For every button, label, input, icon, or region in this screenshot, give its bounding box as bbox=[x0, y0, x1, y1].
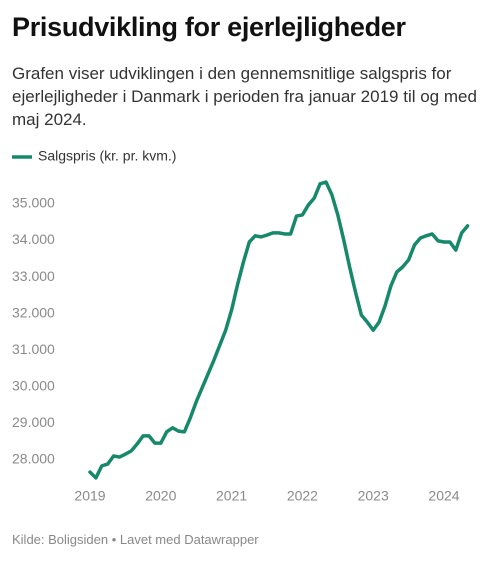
x-tick-label: 2020 bbox=[145, 488, 176, 504]
y-tick-label: 31.000 bbox=[12, 341, 55, 357]
y-tick-label: 34.000 bbox=[12, 231, 55, 247]
y-tick-label: 29.000 bbox=[12, 414, 55, 430]
y-tick-label: 28.000 bbox=[12, 451, 55, 467]
x-tick-label: 2019 bbox=[74, 488, 105, 504]
x-tick-label: 2023 bbox=[358, 488, 389, 504]
x-tick-label: 2021 bbox=[216, 488, 247, 504]
chart-subtitle: Grafen viser udviklingen i den gennemsni… bbox=[12, 64, 477, 129]
y-tick-label: 32.000 bbox=[12, 304, 55, 320]
chart-title: Prisudvikling for ejerlejligheder bbox=[12, 12, 406, 42]
y-tick-label: 33.000 bbox=[12, 268, 55, 284]
series-line bbox=[88, 180, 470, 480]
x-tick-label: 2024 bbox=[428, 488, 459, 504]
x-tick-label: 2022 bbox=[287, 488, 318, 504]
y-tick-label: 35.000 bbox=[12, 195, 55, 211]
legend-label: Salgspris (kr. pr. kvm.) bbox=[38, 148, 176, 164]
y-tick-label: 30.000 bbox=[12, 378, 55, 394]
source-note: Kilde: Boligsiden • Lavet med Datawrappe… bbox=[12, 532, 259, 547]
